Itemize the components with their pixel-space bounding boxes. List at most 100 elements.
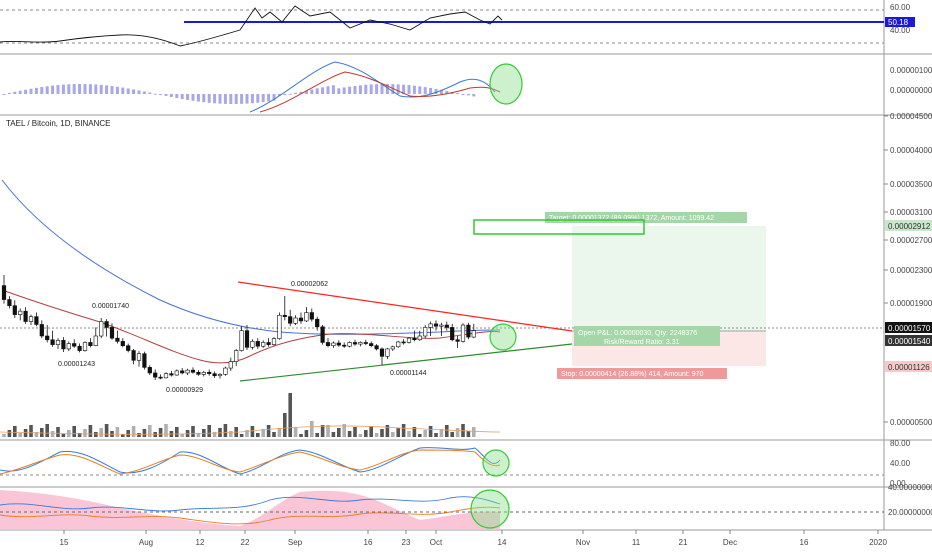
time-tick-label: Oct xyxy=(430,538,443,547)
time-tick-label: 12 xyxy=(196,538,205,547)
volume-bar xyxy=(337,428,341,437)
time-tick-label: Aug xyxy=(139,538,153,547)
volume-bar xyxy=(180,434,184,437)
stop-label: Stop: 0.00000414 (26.88%) 414, Amount: 9… xyxy=(561,371,704,378)
candle-body xyxy=(23,310,28,322)
macd-histogram-bar xyxy=(164,94,168,96)
macd-histogram-bar xyxy=(7,92,11,94)
close-price-tag: 0.00001540 xyxy=(888,337,931,346)
volume-bar xyxy=(439,429,444,437)
current-price-tag: 0.00001570 xyxy=(888,324,931,333)
candle-body xyxy=(196,371,201,375)
candle-body xyxy=(390,346,395,350)
stoch-tick-label: 40.00 xyxy=(890,459,911,468)
macd-histogram-bar xyxy=(364,84,368,94)
volume-bar xyxy=(126,430,130,437)
stoch-d-line xyxy=(0,449,501,475)
time-tick-label: Dec xyxy=(723,538,737,547)
open-pnl-label: Open P&L: 0.00000030, Qty: 2248376 xyxy=(578,330,697,337)
candle-body xyxy=(401,341,406,344)
macd-histogram-bar xyxy=(61,84,65,94)
price-tick-label: 0.00002700 xyxy=(890,236,932,245)
candle-body xyxy=(277,314,282,339)
stoch-tick-label: 80.00 xyxy=(890,439,911,448)
target-label-bg xyxy=(545,212,747,223)
candle-body xyxy=(174,370,179,376)
volume-bar xyxy=(455,428,460,437)
candle-body xyxy=(55,340,61,345)
candle-body xyxy=(298,317,304,322)
volume-bar xyxy=(191,426,195,437)
candle-body xyxy=(12,305,17,315)
volume-bar xyxy=(131,426,136,437)
target-label: Target: 0.00001372 (89.09%) 1372, Amount… xyxy=(549,215,714,222)
volume-bar xyxy=(396,428,400,437)
macd-histogram-bar xyxy=(13,91,17,94)
candle-body xyxy=(342,344,347,347)
macd-histogram-bar xyxy=(2,94,6,95)
volume-bar xyxy=(434,433,438,437)
volume-bar xyxy=(299,434,303,437)
volume-bar xyxy=(223,424,228,437)
volume-bar xyxy=(423,430,427,437)
macd-histogram-bar xyxy=(375,84,379,94)
candle-body xyxy=(471,330,476,338)
volume-bar xyxy=(72,426,76,437)
candle-body xyxy=(93,335,98,346)
candle-body xyxy=(234,350,239,362)
macd-histogram-bar xyxy=(331,85,335,94)
adx-tick-label: 20.00000000 xyxy=(888,508,932,517)
volume-bar xyxy=(293,427,298,437)
macd-histogram-bar xyxy=(456,93,460,95)
candle-body xyxy=(439,324,444,327)
candle-body xyxy=(66,343,71,350)
stop-price-tag-bg xyxy=(885,361,932,372)
price-tick-label: 0.00000500 xyxy=(890,418,932,427)
macd-histogram-bar xyxy=(294,92,298,94)
macd-histogram-bar xyxy=(256,94,260,103)
volume-bar xyxy=(385,425,390,437)
volume-bar xyxy=(137,433,141,437)
macd-histogram-bar xyxy=(304,90,308,94)
volume-bar xyxy=(428,426,433,437)
close-price-tag-bg xyxy=(885,335,932,346)
macd-histogram-bar xyxy=(83,84,87,94)
macd-histogram-bar xyxy=(229,94,233,104)
candle-body xyxy=(142,353,147,368)
macd-histogram-bar xyxy=(159,94,163,95)
candle-body xyxy=(109,327,115,339)
time-tick-label: 16 xyxy=(364,538,373,547)
candle-body xyxy=(99,321,104,337)
time-tick-label: 14 xyxy=(498,538,507,547)
macd-histogram-bar xyxy=(105,85,109,94)
ma-slow-line xyxy=(1,179,501,335)
rsi-value-bg xyxy=(885,17,915,27)
volume-bar xyxy=(104,424,109,437)
risk-reward-label: Risk/Reward Ratio: 3.31 xyxy=(604,339,680,346)
volume-bar xyxy=(342,424,346,437)
candle-body xyxy=(433,323,439,327)
volume-bar xyxy=(310,421,314,437)
time-tick-label: Sep xyxy=(288,538,303,547)
candle-body xyxy=(423,327,428,337)
macd-histogram-bar xyxy=(132,89,136,94)
time-tick-label: 21 xyxy=(679,538,688,547)
volume-bar xyxy=(261,429,265,437)
annotation-low-left: 0.00001243 xyxy=(58,361,95,368)
adx-area xyxy=(0,490,500,530)
candle-body xyxy=(201,371,206,375)
macd-histogram-bar xyxy=(40,86,44,94)
candle-body xyxy=(325,342,331,346)
macd-histogram-bar xyxy=(283,94,287,95)
macd-histogram-bar xyxy=(51,85,55,94)
candle-body xyxy=(347,342,352,347)
candle-body xyxy=(18,310,23,315)
candle-body xyxy=(293,317,298,324)
candle-body xyxy=(28,316,34,322)
descending-trendline xyxy=(237,281,573,332)
candle-body xyxy=(82,342,88,351)
candle-body xyxy=(358,342,363,345)
macd-histogram-bar xyxy=(24,89,28,94)
macd-histogram-bar xyxy=(240,94,244,104)
candle-body xyxy=(136,353,142,361)
